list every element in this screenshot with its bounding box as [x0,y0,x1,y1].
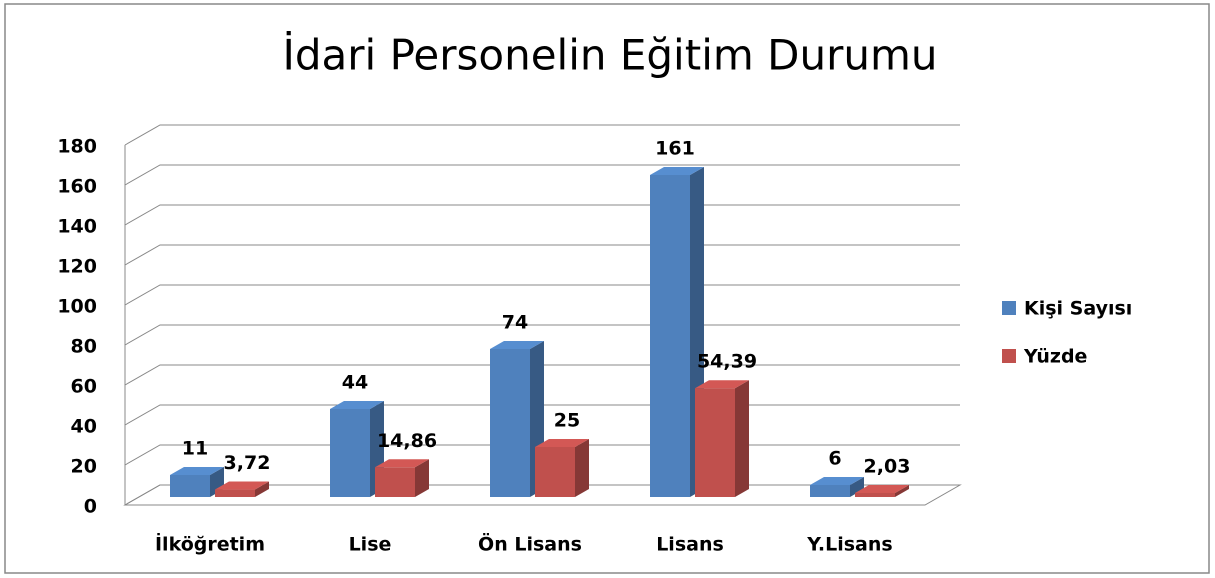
y-tick-label: 60 [71,376,97,398]
legend-label: Kişi Sayısı [1024,298,1132,320]
y-tick-label: 80 [71,336,97,358]
y-tick-label: 20 [71,456,97,478]
y-tick-label: 120 [57,256,97,278]
y-tick-label: 140 [57,216,97,238]
bar [330,409,370,497]
bar [170,475,210,497]
bar [375,467,415,497]
y-tick-label: 160 [57,176,97,198]
bar-top [535,439,589,447]
bar-side [255,481,269,497]
data-label: 74 [502,312,528,334]
y-tick-label: 40 [71,416,97,438]
data-label: 14,86 [377,430,437,452]
bar-side [850,477,864,497]
x-tick-label: Lise [349,534,392,556]
bar-side [735,380,749,497]
data-label: 11 [182,438,208,460]
bar-top [810,477,864,485]
x-tick-label: Y.Lisans [806,534,892,556]
y-tick-label: 180 [57,136,97,158]
legend-label: Yüzde [1023,346,1087,368]
grid-line [124,124,960,146]
bar-top [855,484,909,493]
bar [535,447,575,497]
bar-top [170,467,224,475]
data-label: 6 [828,448,841,470]
y-tick-label: 100 [57,296,97,318]
x-tick-label: Lisans [656,534,724,556]
bar [855,492,895,497]
bar-side [415,459,429,497]
bar [810,485,850,497]
x-tick-label: İlköğretim [155,532,265,556]
legend-swatch [1002,349,1016,363]
bar-top [215,481,269,490]
bar-top [695,380,749,389]
bar-top [650,167,704,175]
y-tick-label: 0 [84,496,97,518]
bar [650,175,690,497]
data-label: 25 [554,410,580,432]
x-tick-label: Ön Lisans [478,532,582,556]
bar-top [330,401,384,409]
data-label: 54,39 [697,351,757,373]
chart-title: İdari Personelin Eğitim Durumu [283,30,938,80]
bar [215,489,255,497]
data-label: 3,72 [224,452,271,474]
bar-top [490,341,544,349]
bar-top [375,459,429,468]
data-label: 2,03 [864,455,911,477]
bar [695,388,735,497]
bar [490,349,530,497]
grid-line [124,164,960,186]
legend-swatch [1002,301,1016,315]
data-label: 44 [342,372,368,394]
data-label: 161 [655,138,695,160]
bar-side [575,439,589,497]
bar-side [895,484,909,497]
